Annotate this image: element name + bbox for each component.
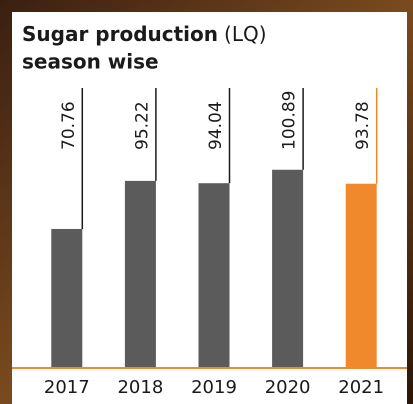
chart-subtitle: season wise (22, 50, 159, 74)
x-tick-label: 2021 (338, 377, 384, 398)
bar (51, 228, 83, 368)
bar (124, 180, 156, 368)
value-label: 94.04 (206, 101, 226, 150)
value-label: 70.76 (59, 101, 79, 150)
x-tick-label: 2019 (191, 377, 237, 398)
x-tick-label: 2018 (117, 377, 163, 398)
title-main: Sugar production (22, 22, 218, 46)
value-label: 93.78 (353, 101, 373, 150)
bar (272, 169, 304, 368)
x-tick-label: 2017 (44, 377, 90, 398)
bar (198, 183, 230, 368)
x-tick-label: 2020 (265, 377, 311, 398)
value-label: 95.22 (132, 101, 152, 150)
chart-title: Sugar production (LQ) (22, 22, 267, 46)
value-label: 100.89 (280, 91, 300, 150)
bar (345, 183, 377, 368)
title-unit: (LQ) (224, 22, 267, 46)
